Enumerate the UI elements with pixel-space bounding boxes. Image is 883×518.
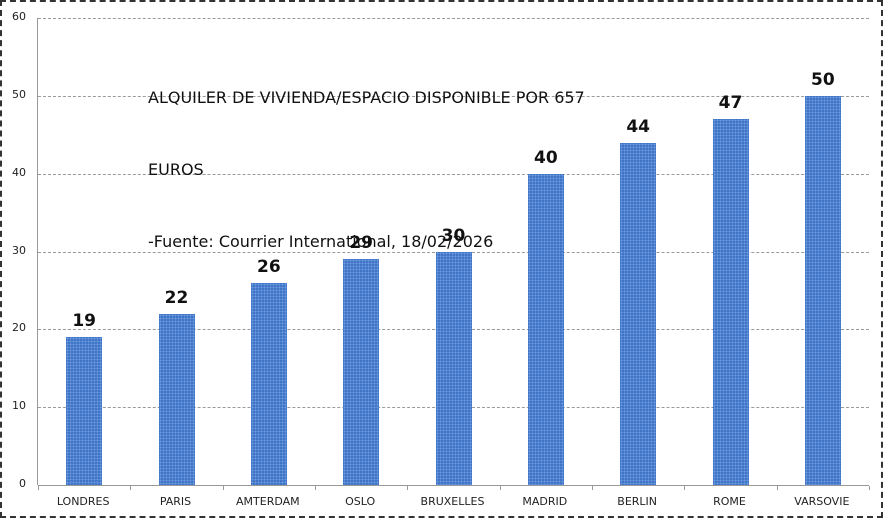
x-category-label: BERLIN — [617, 495, 658, 508]
data-label: 29 — [349, 233, 373, 254]
x-tick-mark — [776, 486, 778, 490]
bar-londres — [66, 337, 103, 485]
y-tick-label: 20 — [12, 321, 26, 335]
x-category-label: VARSOVIE — [794, 495, 850, 508]
plot-area: 19 22 26 29 30 40 44 47 50 — [37, 18, 870, 490]
x-tick-mark — [407, 486, 409, 490]
x-tick-mark — [499, 486, 501, 490]
x-category-label: OSLO — [345, 495, 376, 508]
x-tick-mark — [38, 486, 39, 490]
data-label: 44 — [626, 116, 650, 137]
data-label: 19 — [72, 311, 96, 332]
y-tick-label: 0 — [19, 477, 26, 490]
x-category-label: BRUXELLES — [420, 495, 485, 508]
y-tick-label: 40 — [12, 165, 26, 179]
bar-bruxelles — [435, 251, 472, 485]
x-tick-mark — [592, 486, 593, 490]
bar-berlin — [620, 142, 657, 485]
gridline — [38, 95, 869, 97]
bar-rome — [712, 119, 749, 485]
bar-paris — [158, 313, 195, 485]
x-tick-mark — [869, 486, 870, 490]
x-axis-line — [38, 485, 869, 486]
source-line: -Fuente: Courrier International, 18/02/2… — [148, 232, 494, 251]
x-tick-mark — [222, 486, 224, 490]
data-label: 40 — [533, 147, 558, 168]
y-tick-label: 10 — [12, 399, 26, 413]
chart-title: ALQUILER DE VIVIENDA/ESPACIO DISPONIBLE … — [148, 38, 585, 302]
y-tick-label: 30 — [12, 243, 26, 257]
x-tick-mark — [684, 486, 686, 490]
gridline — [38, 18, 869, 19]
x-category-label: ROME — [713, 495, 746, 508]
x-category-label: PARIS — [159, 495, 192, 508]
bar-amterdam — [250, 282, 287, 485]
x-category-label: AMTERDAM — [236, 495, 300, 508]
gridline — [38, 173, 869, 175]
data-label: 26 — [256, 256, 281, 277]
x-tick-mark — [315, 486, 316, 490]
y-tick-label: 60 — [12, 10, 26, 23]
x-category-label: MADRID — [522, 495, 568, 508]
x-tick-mark — [130, 486, 132, 490]
bar-oslo — [343, 259, 380, 485]
x-category-label: LONDRES — [56, 495, 110, 508]
data-label: 47 — [718, 93, 743, 114]
y-tick-label: 50 — [12, 87, 26, 101]
data-label: 22 — [164, 287, 189, 308]
title-line-1: ALQUILER DE VIVIENDA/ESPACIO DISPONIBLE … — [148, 88, 585, 107]
bar-madrid — [527, 173, 564, 485]
data-label: 50 — [810, 69, 835, 90]
title-line-2: EUROS — [148, 160, 204, 179]
bar-varsovie — [804, 95, 841, 485]
data-label: 30 — [441, 225, 466, 246]
